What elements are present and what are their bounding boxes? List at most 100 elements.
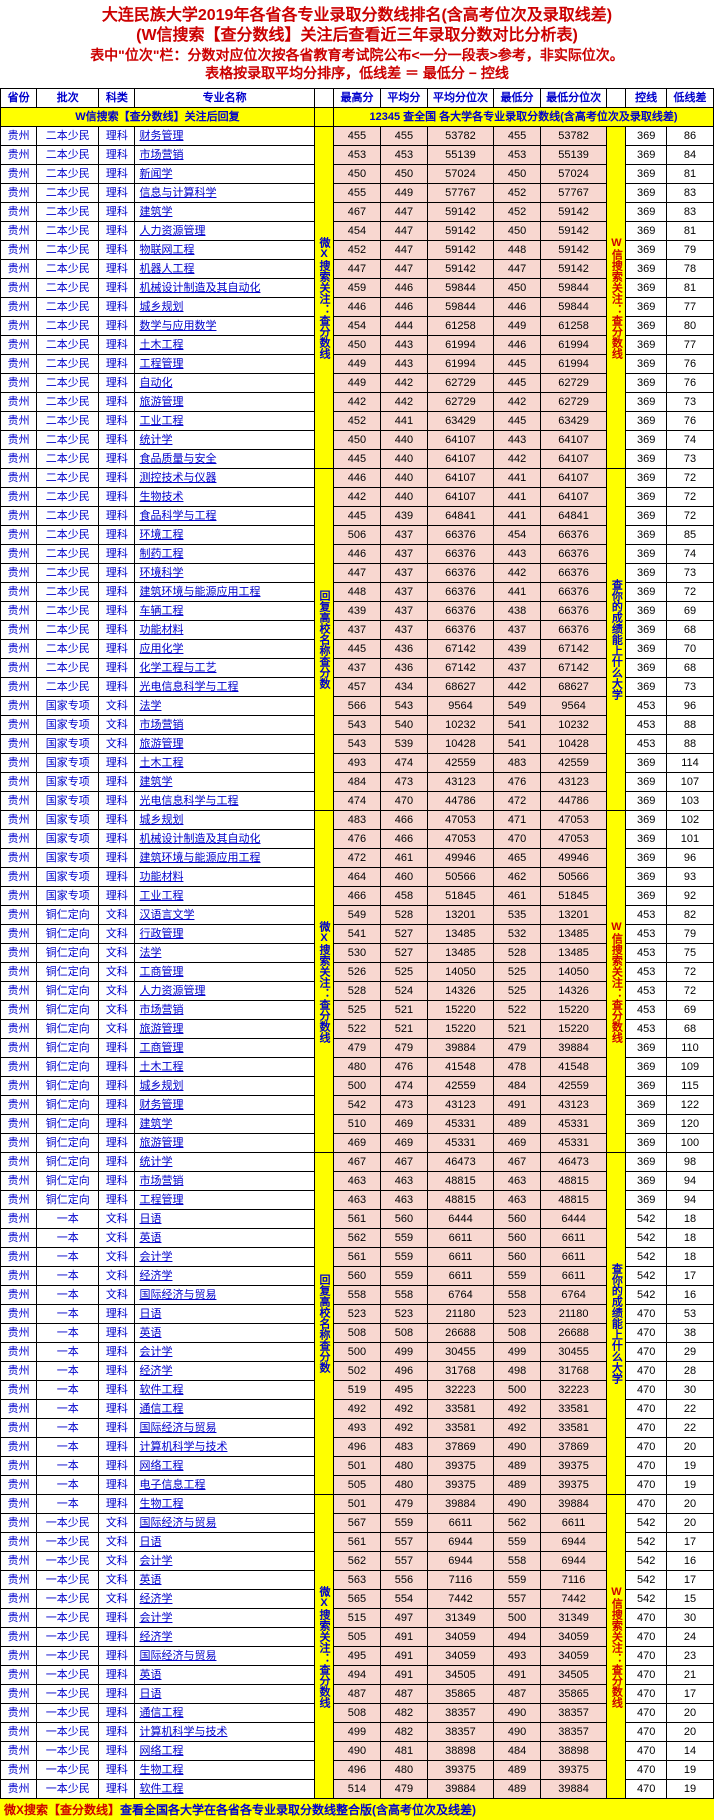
cell-major[interactable]: 英语 <box>135 1229 314 1248</box>
cell-major[interactable]: 英语 <box>135 1666 314 1685</box>
cell-major[interactable]: 国际经济与贸易 <box>135 1286 314 1305</box>
cell-major[interactable]: 财务管理 <box>135 127 314 146</box>
cell-major[interactable]: 工程管理 <box>135 355 314 374</box>
cell-major[interactable]: 计算机科学与技术 <box>135 1723 314 1742</box>
cell-avg: 440 <box>380 469 427 488</box>
cell-major[interactable]: 经济学 <box>135 1267 314 1286</box>
cell-major[interactable]: 环境工程 <box>135 526 314 545</box>
cell-major[interactable]: 旅游管理 <box>135 1134 314 1153</box>
cell-major[interactable]: 城乡规划 <box>135 811 314 830</box>
cell-major[interactable]: 经济学 <box>135 1362 314 1381</box>
cell-major[interactable]: 建筑环境与能源应用工程 <box>135 849 314 868</box>
cell-major[interactable]: 国际经济与贸易 <box>135 1647 314 1666</box>
cell-major[interactable]: 经济学 <box>135 1628 314 1647</box>
cell-major[interactable]: 工业工程 <box>135 412 314 431</box>
cell-major[interactable]: 制药工程 <box>135 545 314 564</box>
cell-major[interactable]: 英语 <box>135 1324 314 1343</box>
cell-batch: 铜仁定向 <box>37 906 99 925</box>
cell-major[interactable]: 市场营销 <box>135 716 314 735</box>
cell-major[interactable]: 工商管理 <box>135 1039 314 1058</box>
cell-major[interactable]: 法学 <box>135 944 314 963</box>
cell-major[interactable]: 食品科学与工程 <box>135 507 314 526</box>
cell-major[interactable]: 国际经济与贸易 <box>135 1514 314 1533</box>
cell-major[interactable]: 信息与计算科学 <box>135 184 314 203</box>
cell-major[interactable]: 日语 <box>135 1210 314 1229</box>
cell-major[interactable]: 应用化学 <box>135 640 314 659</box>
cell-major[interactable]: 新闻学 <box>135 165 314 184</box>
cell-major[interactable]: 统计学 <box>135 1153 314 1172</box>
cell-major[interactable]: 城乡规划 <box>135 298 314 317</box>
cell-major[interactable]: 经济学 <box>135 1590 314 1609</box>
cell-major[interactable]: 城乡规划 <box>135 1077 314 1096</box>
cell-major[interactable]: 网络工程 <box>135 1457 314 1476</box>
cell-major[interactable]: 机械设计制造及其自动化 <box>135 830 314 849</box>
cell-major[interactable]: 建筑学 <box>135 203 314 222</box>
cell-major[interactable]: 行政管理 <box>135 925 314 944</box>
cell-major[interactable]: 汉语言文学 <box>135 906 314 925</box>
cell-major[interactable]: 会计学 <box>135 1552 314 1571</box>
cell-major[interactable]: 网络工程 <box>135 1742 314 1761</box>
cell-major[interactable]: 日语 <box>135 1685 314 1704</box>
cell-major[interactable]: 通信工程 <box>135 1400 314 1419</box>
cell-subject: 文科 <box>99 1571 135 1590</box>
cell-major[interactable]: 食品质量与安全 <box>135 450 314 469</box>
cell-min: 522 <box>494 1001 541 1020</box>
cell-major[interactable]: 人力资源管理 <box>135 222 314 241</box>
cell-major[interactable]: 建筑学 <box>135 773 314 792</box>
cell-major[interactable]: 土木工程 <box>135 754 314 773</box>
cell-avg: 470 <box>380 792 427 811</box>
cell-major[interactable]: 机械设计制造及其自动化 <box>135 279 314 298</box>
cell-major[interactable]: 会计学 <box>135 1609 314 1628</box>
cell-major[interactable]: 英语 <box>135 1571 314 1590</box>
cell-major[interactable]: 旅游管理 <box>135 735 314 754</box>
cell-major[interactable]: 光电信息科学与工程 <box>135 792 314 811</box>
cell-major[interactable]: 国际经济与贸易 <box>135 1419 314 1438</box>
cell-major[interactable]: 生物工程 <box>135 1495 314 1514</box>
cell-major[interactable]: 土木工程 <box>135 1058 314 1077</box>
cell-province: 贵州 <box>1 431 37 450</box>
cell-major[interactable]: 数学与应用数学 <box>135 317 314 336</box>
cell-major[interactable]: 软件工程 <box>135 1780 314 1799</box>
cell-major[interactable]: 物联网工程 <box>135 241 314 260</box>
cell-major[interactable]: 通信工程 <box>135 1704 314 1723</box>
cell-major[interactable]: 光电信息科学与工程 <box>135 678 314 697</box>
cell-major[interactable]: 市场营销 <box>135 1172 314 1191</box>
cell-major[interactable]: 机器人工程 <box>135 260 314 279</box>
cell-major[interactable]: 财务管理 <box>135 1096 314 1115</box>
cell-major[interactable]: 旅游管理 <box>135 393 314 412</box>
col-gap2 <box>607 89 626 108</box>
cell-major[interactable]: 市场营销 <box>135 146 314 165</box>
cell-major[interactable]: 车辆工程 <box>135 602 314 621</box>
cell-major[interactable]: 法学 <box>135 697 314 716</box>
cell-major[interactable]: 工业工程 <box>135 887 314 906</box>
cell-subject: 文科 <box>99 1514 135 1533</box>
cell-major[interactable]: 市场营销 <box>135 1001 314 1020</box>
cell-major[interactable]: 功能材料 <box>135 621 314 640</box>
cell-major[interactable]: 会计学 <box>135 1343 314 1362</box>
cell-major[interactable]: 电子信息工程 <box>135 1476 314 1495</box>
cell-major[interactable]: 软件工程 <box>135 1381 314 1400</box>
cell-major[interactable]: 工程管理 <box>135 1191 314 1210</box>
cell-major[interactable]: 建筑学 <box>135 1115 314 1134</box>
cell-major[interactable]: 计算机科学与技术 <box>135 1438 314 1457</box>
cell-major[interactable]: 测控技术与仪器 <box>135 469 314 488</box>
cell-major[interactable]: 统计学 <box>135 431 314 450</box>
cell-batch: 一本 <box>37 1305 99 1324</box>
cell-major[interactable]: 化学工程与工艺 <box>135 659 314 678</box>
cell-major[interactable]: 环境科学 <box>135 564 314 583</box>
cell-major[interactable]: 工商管理 <box>135 963 314 982</box>
cell-major[interactable]: 功能材料 <box>135 868 314 887</box>
cell-major[interactable]: 土木工程 <box>135 336 314 355</box>
cell-major[interactable]: 建筑环境与能源应用工程 <box>135 583 314 602</box>
cell-major[interactable]: 日语 <box>135 1305 314 1324</box>
cell-major[interactable]: 会计学 <box>135 1248 314 1267</box>
cell-major[interactable]: 生物工程 <box>135 1761 314 1780</box>
cell-diff: 24 <box>666 1628 713 1647</box>
cell-major[interactable]: 旅游管理 <box>135 1020 314 1039</box>
cell-major[interactable]: 生物技术 <box>135 488 314 507</box>
cell-major[interactable]: 日语 <box>135 1533 314 1552</box>
table-row: 贵州 国家专项 文科 旅游管理 543 539 10428 541 10428 … <box>1 735 714 754</box>
cell-major[interactable]: 人力资源管理 <box>135 982 314 1001</box>
cell-major[interactable]: 自动化 <box>135 374 314 393</box>
cell-min: 442 <box>494 678 541 697</box>
